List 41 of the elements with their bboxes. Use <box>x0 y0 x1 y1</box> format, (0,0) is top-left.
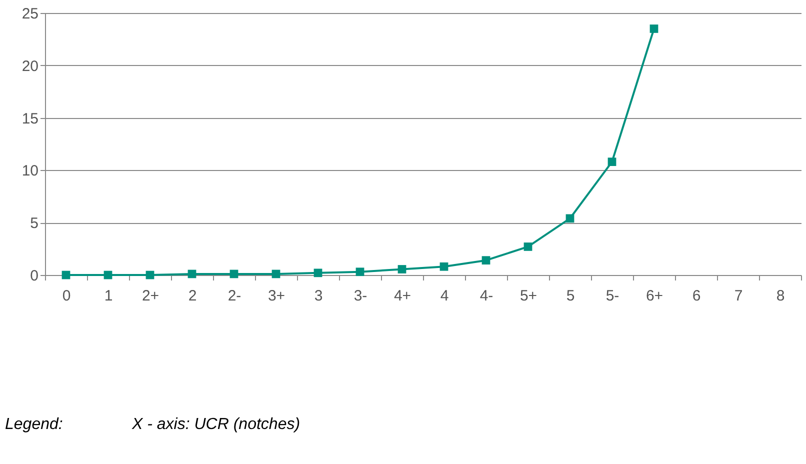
point <box>608 158 616 166</box>
x-tick-label: 6 <box>692 288 701 304</box>
x-tick-label: 0 <box>62 288 71 304</box>
x-tick-label: 5+ <box>520 288 538 304</box>
point <box>104 270 112 280</box>
x-tick-label: 7 <box>734 288 743 304</box>
y-tick-label: 25 <box>22 6 38 22</box>
y-tick-label: 20 <box>22 58 38 75</box>
text: Legend: <box>5 416 63 433</box>
x-tick-label: 3- <box>354 288 368 304</box>
point <box>524 242 532 251</box>
point <box>272 270 280 278</box>
x-tick-label: 5- <box>606 288 620 304</box>
x-tick-label: 4- <box>480 288 494 304</box>
x-tick-label: 1 <box>104 288 113 304</box>
x-tick-label: 6+ <box>646 288 664 304</box>
point <box>398 265 406 274</box>
point <box>356 268 364 276</box>
point <box>482 256 490 265</box>
x-tick-label: 8 <box>776 288 785 304</box>
x-tick-label: 3 <box>314 288 323 304</box>
y-tick-label: 0 <box>30 268 38 284</box>
x-tick-label: 3+ <box>268 288 286 304</box>
point <box>566 214 574 223</box>
x-tick-label: 5 <box>566 288 575 304</box>
point <box>314 268 322 278</box>
y-tick-label: 15 <box>22 110 38 128</box>
point <box>62 270 70 280</box>
text: X - axis: UCR (notches) <box>131 416 300 433</box>
point <box>440 262 448 271</box>
point <box>188 270 196 278</box>
y-tick-label: 5 <box>30 215 38 232</box>
point <box>230 270 238 278</box>
point <box>650 24 658 33</box>
x-tick-label: 2- <box>228 288 242 304</box>
x-tick-label: 2 <box>188 288 197 304</box>
point <box>146 270 154 280</box>
y-tick-label: 10 <box>22 162 38 180</box>
x-tick-label: 4+ <box>394 288 412 304</box>
x-tick-label: 4 <box>440 288 449 304</box>
x-tick-label: 2+ <box>142 288 160 304</box>
